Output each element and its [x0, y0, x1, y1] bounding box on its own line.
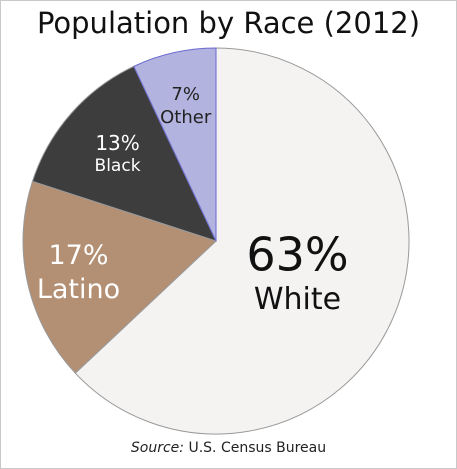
source-text: U.S. Census Bureau: [188, 440, 327, 456]
slice-label-black: Black: [95, 156, 141, 176]
pie-slice-latino: [22, 180, 217, 374]
slice-percent-black: 13%: [95, 131, 139, 155]
source-note: Source: U.S. Census Bureau: [0, 440, 457, 456]
slice-label-other: Other: [160, 107, 212, 128]
slice-percent-other: 7%: [171, 84, 200, 105]
slice-percent-latino: 17%: [48, 240, 108, 271]
pie-slice-white: [74, 47, 410, 435]
slice-label-white: White: [254, 282, 341, 317]
pie-slice-other: [133, 47, 217, 242]
slice-label-latino: Latino: [37, 274, 120, 305]
chart-title: Population by Race (2012): [36, 6, 421, 40]
pie-slice-black: [31, 65, 217, 242]
slice-percent-white: 63%: [246, 227, 348, 281]
source-prefix: Source:: [130, 440, 184, 456]
